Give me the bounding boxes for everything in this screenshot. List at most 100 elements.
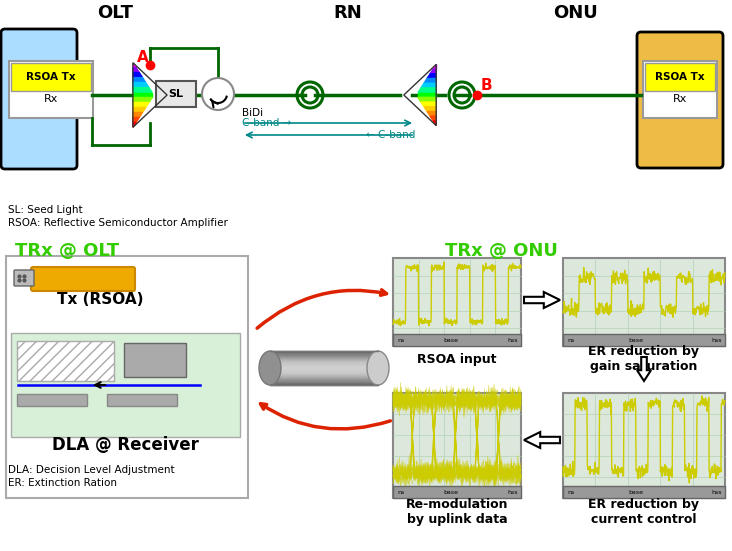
Polygon shape	[433, 64, 436, 69]
Polygon shape	[270, 384, 378, 385]
Text: RSOA Tx: RSOA Tx	[655, 72, 705, 82]
FancyBboxPatch shape	[6, 256, 248, 498]
FancyBboxPatch shape	[563, 334, 725, 346]
Text: RSOA: Reflective Semiconductor Amplifier: RSOA: Reflective Semiconductor Amplifier	[8, 218, 228, 228]
Polygon shape	[133, 93, 152, 98]
Circle shape	[202, 78, 234, 110]
Text: B: B	[480, 78, 492, 94]
Text: hss: hss	[712, 338, 722, 343]
Text: ← C-band: ← C-band	[365, 130, 415, 140]
Polygon shape	[418, 88, 436, 93]
FancyBboxPatch shape	[31, 267, 135, 291]
Text: C-band →: C-band →	[242, 118, 291, 128]
Polygon shape	[421, 83, 436, 88]
FancyBboxPatch shape	[393, 486, 521, 498]
FancyBboxPatch shape	[9, 61, 93, 118]
Text: base: base	[443, 489, 458, 494]
Text: ns: ns	[397, 338, 404, 343]
Text: RSOA Tx: RSOA Tx	[26, 72, 76, 82]
FancyBboxPatch shape	[11, 333, 240, 437]
Polygon shape	[427, 111, 436, 116]
Text: DLA @ Receiver: DLA @ Receiver	[51, 436, 198, 454]
Polygon shape	[270, 368, 378, 369]
Polygon shape	[270, 381, 378, 382]
FancyBboxPatch shape	[1, 29, 77, 169]
Text: RSOA input: RSOA input	[417, 353, 497, 365]
FancyBboxPatch shape	[393, 393, 521, 498]
Polygon shape	[524, 292, 560, 308]
Polygon shape	[424, 107, 436, 111]
FancyBboxPatch shape	[563, 258, 725, 346]
Polygon shape	[270, 356, 378, 358]
FancyBboxPatch shape	[645, 63, 715, 91]
Polygon shape	[270, 379, 378, 381]
Text: TRx @ OLT: TRx @ OLT	[15, 242, 119, 260]
Polygon shape	[424, 79, 436, 83]
FancyBboxPatch shape	[156, 81, 196, 107]
Polygon shape	[418, 93, 436, 98]
Polygon shape	[421, 102, 436, 107]
Polygon shape	[524, 432, 560, 448]
Polygon shape	[270, 351, 378, 352]
Text: TRx @ ONU: TRx @ ONU	[445, 242, 558, 260]
Polygon shape	[637, 357, 651, 381]
Polygon shape	[133, 63, 136, 68]
Polygon shape	[270, 376, 378, 377]
Polygon shape	[270, 367, 378, 368]
FancyBboxPatch shape	[17, 341, 114, 381]
FancyBboxPatch shape	[124, 343, 186, 377]
Polygon shape	[270, 375, 378, 376]
FancyBboxPatch shape	[643, 61, 717, 118]
Text: hss: hss	[508, 338, 518, 343]
Polygon shape	[430, 116, 436, 121]
Polygon shape	[270, 370, 378, 371]
Polygon shape	[133, 88, 152, 93]
Polygon shape	[270, 354, 378, 355]
Polygon shape	[133, 102, 149, 107]
Polygon shape	[270, 365, 378, 366]
Text: base: base	[628, 489, 643, 494]
Text: Re-modulation
by uplink data: Re-modulation by uplink data	[406, 498, 508, 526]
FancyBboxPatch shape	[393, 258, 521, 346]
Polygon shape	[270, 374, 378, 375]
Text: Rx: Rx	[44, 94, 58, 104]
Polygon shape	[18, 273, 130, 283]
Polygon shape	[418, 98, 436, 102]
Polygon shape	[133, 107, 146, 112]
Polygon shape	[133, 78, 146, 83]
Polygon shape	[133, 98, 152, 102]
FancyBboxPatch shape	[393, 334, 521, 346]
FancyBboxPatch shape	[11, 63, 91, 91]
Text: SL: Seed Light: SL: Seed Light	[8, 205, 83, 215]
Text: DLA: Decision Level Adjustment: DLA: Decision Level Adjustment	[8, 465, 175, 475]
Text: RN: RN	[334, 4, 362, 22]
Polygon shape	[270, 366, 378, 367]
Polygon shape	[270, 377, 378, 378]
Text: ER reduction by
current control: ER reduction by current control	[589, 498, 700, 526]
Ellipse shape	[259, 351, 281, 385]
FancyBboxPatch shape	[563, 486, 725, 498]
FancyBboxPatch shape	[107, 394, 177, 406]
Polygon shape	[433, 121, 436, 126]
Text: hss: hss	[712, 489, 722, 494]
FancyBboxPatch shape	[637, 32, 723, 168]
Polygon shape	[270, 360, 378, 361]
Polygon shape	[133, 68, 139, 73]
Polygon shape	[133, 83, 149, 88]
Polygon shape	[270, 382, 378, 383]
Text: SL: SL	[168, 89, 184, 99]
Polygon shape	[270, 371, 378, 372]
Polygon shape	[270, 383, 378, 384]
FancyBboxPatch shape	[14, 270, 34, 286]
Polygon shape	[133, 122, 136, 127]
Polygon shape	[430, 69, 436, 74]
Polygon shape	[427, 74, 436, 79]
Polygon shape	[133, 73, 143, 78]
FancyBboxPatch shape	[17, 394, 87, 406]
Text: ns: ns	[397, 489, 404, 494]
Polygon shape	[270, 358, 378, 359]
Text: base: base	[628, 338, 643, 343]
Text: Rx: Rx	[673, 94, 687, 104]
Polygon shape	[270, 369, 378, 370]
Text: BiDi: BiDi	[242, 108, 263, 118]
